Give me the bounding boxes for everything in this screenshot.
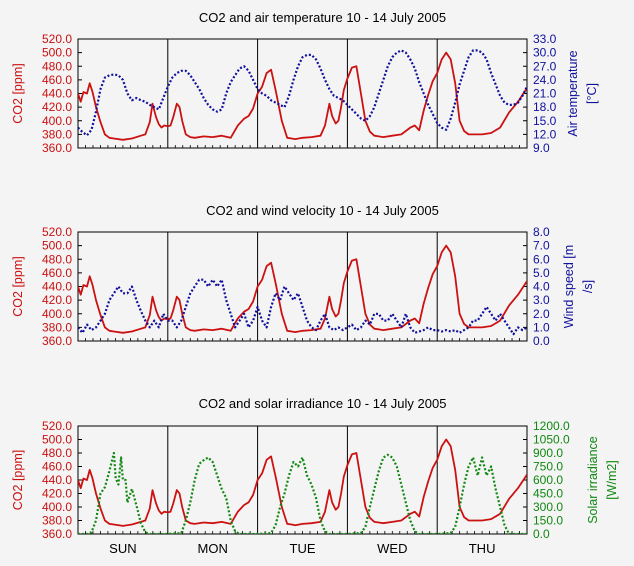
chart-panel-1: CO2 and air temperature 10 - 14 July 200… — [11, 10, 599, 155]
left-y-tick-label: 520.0 — [42, 225, 72, 239]
right-y-tick-label: 27.0 — [533, 59, 557, 73]
right-y-tick-label: 21.0 — [533, 87, 557, 101]
left-y-tick-label: 440.0 — [42, 280, 72, 294]
chart-title: CO2 and solar irradiance 10 - 14 July 20… — [199, 396, 447, 411]
left-y-tick-label: 480.0 — [42, 446, 72, 460]
chart-title: CO2 and air temperature 10 - 14 July 200… — [199, 10, 446, 25]
right-y-tick-label: 600.0 — [533, 473, 563, 487]
chart-title: CO2 and wind velocity 10 - 14 July 2005 — [206, 203, 439, 218]
left-y-tick-label: 360.0 — [42, 141, 72, 155]
left-y-tick-label: 520.0 — [42, 32, 72, 46]
right-y-tick-label: 33.0 — [533, 32, 557, 46]
right-y-tick-label: 9.0 — [533, 141, 550, 155]
left-axis-label: CO2 [ppm] — [11, 450, 25, 510]
right-y-tick-label: 1200.0 — [533, 419, 570, 433]
right-axis-label: Air temperature [°C] — [566, 50, 599, 136]
right-y-tick-label: 1.0 — [533, 320, 550, 334]
left-y-tick-label: 420.0 — [42, 100, 72, 114]
left-y-tick-label: 420.0 — [42, 293, 72, 307]
right-y-tick-label: 4.0 — [533, 280, 550, 294]
day-label-thu: THU — [469, 541, 496, 556]
left-y-tick-label: 480.0 — [42, 252, 72, 266]
right-y-tick-label: 450.0 — [533, 487, 563, 501]
left-y-tick-label: 360.0 — [42, 527, 72, 541]
left-y-tick-label: 520.0 — [42, 419, 72, 433]
left-axis-label: CO2 [ppm] — [11, 63, 25, 123]
right-y-tick-label: 300.0 — [533, 500, 563, 514]
left-y-tick-label: 500.0 — [42, 239, 72, 253]
series-co2-line — [78, 244, 527, 334]
left-y-tick-label: 500.0 — [42, 46, 72, 60]
left-y-tick-label: 440.0 — [42, 87, 72, 101]
chart-panel-2: CO2 and wind velocity 10 - 14 July 2005 5… — [11, 203, 595, 348]
right-y-tick-label: 24.0 — [533, 73, 557, 87]
left-y-tick-label: 500.0 — [42, 433, 72, 447]
series-temp-line — [78, 49, 527, 137]
right-y-tick-label: 30.0 — [533, 46, 557, 60]
left-y-tick-label: 400.0 — [42, 307, 72, 321]
right-y-tick-label: 2.0 — [533, 307, 550, 321]
right-y-tick-label: 5.0 — [533, 266, 550, 280]
day-label-sun: SUN — [109, 541, 136, 556]
left-y-tick-label: 400.0 — [42, 114, 72, 128]
series-co2-line — [78, 51, 527, 141]
right-y-tick-label: 6.0 — [533, 252, 550, 266]
right-y-tick-label: 12.0 — [533, 127, 557, 141]
left-y-tick-label: 380.0 — [42, 320, 72, 334]
right-y-tick-label: 0.0 — [533, 527, 550, 541]
chart-panel-3: CO2 and solar irradiance 10 - 14 July 20… — [11, 396, 619, 541]
right-y-tick-label: 15.0 — [533, 114, 557, 128]
right-y-tick-label: 3.0 — [533, 293, 550, 307]
right-y-tick-label: 750.0 — [533, 460, 563, 474]
right-axis-label: Solar irradiance [W/m2] — [586, 436, 619, 524]
day-label-mon: MON — [198, 541, 228, 556]
day-label-wed: WED — [377, 541, 407, 556]
series-solar-line — [78, 451, 527, 534]
left-y-tick-label: 420.0 — [42, 487, 72, 501]
right-y-tick-label: 1050.0 — [533, 433, 570, 447]
right-y-tick-label: 7.0 — [533, 239, 550, 253]
left-y-tick-label: 440.0 — [42, 473, 72, 487]
right-y-tick-label: 0.0 — [533, 334, 550, 348]
right-y-tick-label: 150.0 — [533, 514, 563, 528]
right-y-tick-label: 18.0 — [533, 100, 557, 114]
right-y-tick-label: 8.0 — [533, 225, 550, 239]
left-y-tick-label: 460.0 — [42, 460, 72, 474]
left-y-tick-label: 380.0 — [42, 127, 72, 141]
left-y-tick-label: 480.0 — [42, 59, 72, 73]
left-y-tick-label: 380.0 — [42, 514, 72, 528]
right-axis-label: Wind speed [m/s] — [562, 245, 595, 328]
left-axis-label: CO2 [ppm] — [11, 256, 25, 316]
left-y-tick-label: 400.0 — [42, 500, 72, 514]
left-y-tick-label: 460.0 — [42, 266, 72, 280]
right-y-tick-label: 900.0 — [533, 446, 563, 460]
series-wind-line — [78, 278, 527, 336]
left-y-tick-label: 460.0 — [42, 73, 72, 87]
day-label-tue: TUE — [290, 541, 316, 556]
series-co2-line — [78, 438, 527, 527]
left-y-tick-label: 360.0 — [42, 334, 72, 348]
